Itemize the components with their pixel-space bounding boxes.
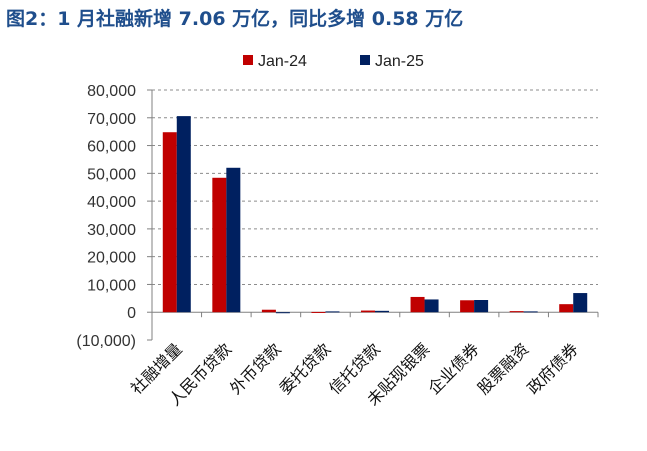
legend-swatch-jan-24 xyxy=(243,55,253,65)
bar-jan-24-7 xyxy=(509,311,524,313)
bar-jan-25-6 xyxy=(474,300,489,313)
bar-jan-25-5 xyxy=(424,299,439,313)
bar-jan-24-2 xyxy=(261,309,276,313)
legend: Jan-24 Jan-25 xyxy=(243,53,424,70)
bar-jan-24-5 xyxy=(410,296,425,313)
y-tick-label: 20,000 xyxy=(87,250,136,267)
y-tick-label: 50,000 xyxy=(87,166,136,183)
bar-jan-25-3 xyxy=(325,311,340,313)
bar-jan-24-3 xyxy=(311,311,326,313)
bar-jan-24-1 xyxy=(212,177,227,313)
bar-jan-25-1 xyxy=(226,167,241,313)
y-tick-label: 60,000 xyxy=(87,139,136,156)
bar-jan-25-2 xyxy=(275,312,290,314)
y-tick-label: 0 xyxy=(127,305,136,322)
category-label: 股票融资 xyxy=(474,339,533,398)
category-label: 政府债券 xyxy=(523,339,582,398)
chart-title: 图2：1 月社融新增 7.06 万亿，同比多增 0.58 万亿 xyxy=(6,8,464,30)
y-tick-label: 40,000 xyxy=(87,194,136,211)
bar-jan-24-4 xyxy=(361,310,375,313)
category-label: 企业债券 xyxy=(424,339,483,398)
bar-jan-25-8 xyxy=(573,293,588,313)
y-tick-labels: (10,000) 0 10,000 20,000 30,000 40,000 50,000 6… xyxy=(76,83,136,350)
y-tick-label: 10,000 xyxy=(87,277,136,294)
bar-jan-24-0 xyxy=(162,132,177,313)
bar-jan-25-7 xyxy=(523,311,538,313)
bar-jan-25-4 xyxy=(375,310,389,313)
y-tick-label: 80,000 xyxy=(87,83,136,100)
y-tick-label: (10,000) xyxy=(76,333,136,350)
bar-jan-24-8 xyxy=(559,304,574,313)
y-tick-label: 30,000 xyxy=(87,222,136,239)
bar-jan-24-6 xyxy=(460,300,475,313)
bars xyxy=(162,116,588,314)
legend-label-jan-24: Jan-24 xyxy=(258,53,307,70)
category-label: 外币贷款 xyxy=(226,339,285,398)
y-tick-label: 70,000 xyxy=(87,111,136,128)
legend-swatch-jan-25 xyxy=(360,55,370,65)
legend-label-jan-25: Jan-25 xyxy=(375,53,424,70)
category-label: 委托贷款 xyxy=(276,339,335,398)
bar-jan-25-0 xyxy=(176,116,191,313)
